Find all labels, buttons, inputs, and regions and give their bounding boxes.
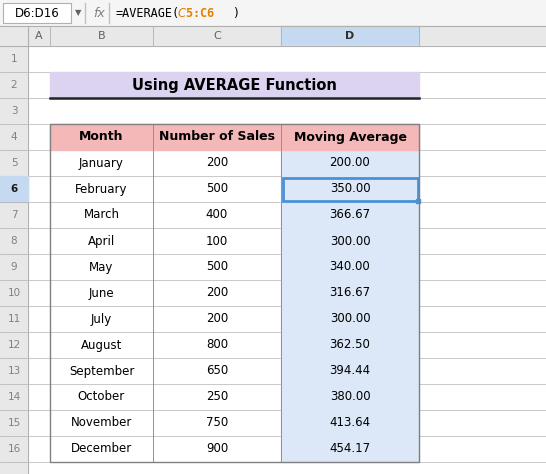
Text: ▼: ▼ [75, 9, 81, 18]
Text: December: December [71, 443, 132, 456]
Text: 500: 500 [206, 261, 228, 273]
Text: 300.00: 300.00 [330, 235, 370, 247]
Bar [281, 254, 419, 280]
Text: September: September [69, 365, 134, 377]
Bar [281, 202, 419, 228]
Text: $C$5:C6: $C$5:C6 [177, 7, 215, 19]
Text: D: D [346, 31, 354, 41]
Text: 6: 6 [10, 184, 17, 194]
Bar [281, 332, 419, 358]
Bar [282, 177, 418, 201]
Text: B: B [98, 31, 105, 41]
Text: Using AVERAGE Function: Using AVERAGE Function [132, 78, 337, 92]
Text: 800: 800 [206, 338, 228, 352]
Text: 650: 650 [206, 365, 228, 377]
Text: 366.67: 366.67 [329, 209, 371, 221]
Text: 454.17: 454.17 [329, 443, 371, 456]
Text: 100: 100 [206, 235, 228, 247]
Text: 200: 200 [206, 312, 228, 326]
Text: ): ) [232, 7, 239, 19]
Text: 500: 500 [206, 182, 228, 195]
Text: 10: 10 [8, 288, 21, 298]
Bar [50, 72, 419, 98]
Text: July: July [91, 312, 112, 326]
Text: Moving Average: Moving Average [294, 130, 407, 144]
Text: May: May [90, 261, 114, 273]
Bar [281, 384, 419, 410]
Text: 15: 15 [8, 418, 21, 428]
Text: 16: 16 [8, 444, 21, 454]
Bar [0, 0, 546, 26]
Bar [281, 26, 419, 46]
Text: 200: 200 [206, 156, 228, 170]
Text: 362.50: 362.50 [330, 338, 370, 352]
Text: 300.00: 300.00 [330, 312, 370, 326]
Bar [281, 150, 419, 176]
Bar [419, 46, 546, 474]
Text: 3: 3 [11, 106, 17, 116]
Bar [50, 124, 153, 150]
Bar [0, 176, 28, 202]
Text: 5: 5 [11, 158, 17, 168]
Text: 250: 250 [206, 391, 228, 403]
Bar [50, 124, 419, 462]
Bar [281, 306, 419, 332]
Text: February: February [75, 182, 128, 195]
Text: April: April [88, 235, 115, 247]
Text: November: November [71, 417, 132, 429]
Bar [0, 26, 546, 46]
Text: 13: 13 [8, 366, 21, 376]
Text: 14: 14 [8, 392, 21, 402]
Text: 316.67: 316.67 [329, 286, 371, 300]
Bar [281, 410, 419, 436]
Text: fx: fx [93, 7, 105, 19]
Text: 1: 1 [11, 54, 17, 64]
Text: October: October [78, 391, 125, 403]
Text: 413.64: 413.64 [329, 417, 371, 429]
Bar [416, 199, 420, 203]
Bar [281, 228, 419, 254]
Text: August: August [81, 338, 122, 352]
Text: 7: 7 [11, 210, 17, 220]
Text: 200.00: 200.00 [330, 156, 370, 170]
Text: A: A [35, 31, 43, 41]
Bar [281, 124, 419, 150]
Text: 400: 400 [206, 209, 228, 221]
Text: Number of Sales: Number of Sales [159, 130, 275, 144]
Text: Month: Month [79, 130, 124, 144]
Text: June: June [88, 286, 114, 300]
Text: 12: 12 [8, 340, 21, 350]
Text: 8: 8 [11, 236, 17, 246]
Bar [281, 358, 419, 384]
Text: 9: 9 [11, 262, 17, 272]
Text: 340.00: 340.00 [330, 261, 370, 273]
Text: C: C [213, 31, 221, 41]
Text: 200: 200 [206, 286, 228, 300]
Bar [153, 124, 281, 150]
Bar [0, 26, 28, 474]
Bar [281, 436, 419, 462]
Text: 11: 11 [8, 314, 21, 324]
Text: 750: 750 [206, 417, 228, 429]
Text: 4: 4 [11, 132, 17, 142]
Text: D6:D16: D6:D16 [15, 7, 60, 19]
Text: March: March [84, 209, 120, 221]
Text: 380.00: 380.00 [330, 391, 370, 403]
Bar [3, 3, 71, 23]
Bar [281, 176, 419, 202]
Text: 900: 900 [206, 443, 228, 456]
Text: =AVERAGE(: =AVERAGE( [115, 7, 179, 19]
Text: 2: 2 [11, 80, 17, 90]
Text: January: January [79, 156, 124, 170]
Text: 394.44: 394.44 [329, 365, 371, 377]
Text: 350.00: 350.00 [330, 182, 370, 195]
Bar [281, 280, 419, 306]
